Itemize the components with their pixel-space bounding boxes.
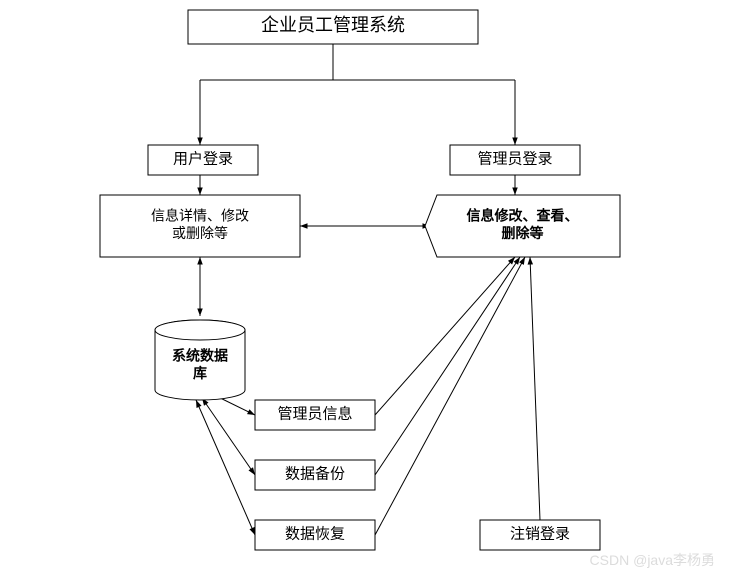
svg-text:管理员登录: 管理员登录 [477,150,552,167]
svg-text:企业员工管理系统: 企业员工管理系统 [261,15,405,35]
watermark: CSDN @java李杨勇 [590,552,715,568]
svg-text:数据备份: 数据备份 [285,465,345,482]
svg-text:或删除等: 或删除等 [172,225,228,242]
svg-text:系统数据: 系统数据 [172,347,228,364]
svg-text:库: 库 [193,365,207,382]
svg-text:信息详情、修改: 信息详情、修改 [151,207,249,224]
svg-text:管理员信息: 管理员信息 [277,405,352,422]
svg-text:数据恢复: 数据恢复 [285,524,345,542]
svg-text:注销登录: 注销登录 [510,525,570,542]
svg-text:删除等: 删除等 [502,225,544,242]
svg-text:信息修改、查看、: 信息修改、查看、 [467,207,579,224]
svg-text:用户登录: 用户登录 [173,150,233,167]
flowchart-canvas: 企业员工管理系统用户登录 管理员登录信息详情、修改或删除等 信息修改、查看、删除等系… [0,0,735,580]
